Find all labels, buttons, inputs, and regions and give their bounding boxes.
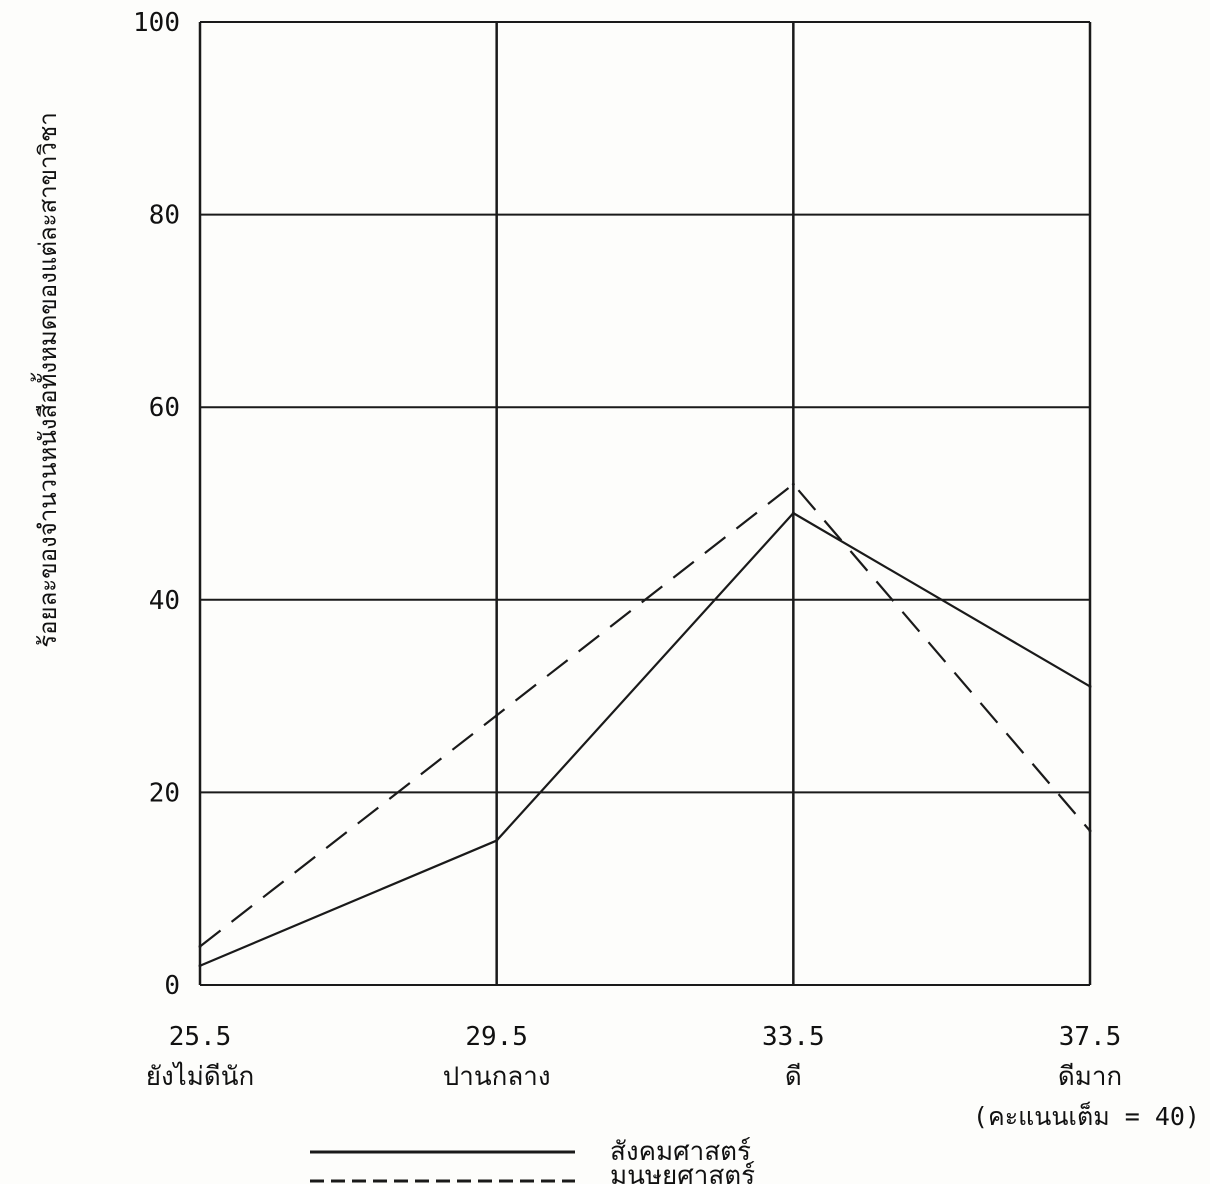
legend-label-series-1: สังคมศาสตร์ [610,1137,751,1167]
y-tick-label: 40 [149,586,180,616]
series-1-point [495,839,499,843]
y-tick-label: 80 [149,201,180,231]
x-tick-value: 33.5 [762,1022,825,1052]
series-2-point [791,482,795,486]
series-1-point [198,964,202,968]
grid [198,21,1092,986]
series-line-1 [199,512,1091,967]
x-axis-ticks: 25.5 ยังไม่ดีนัก 29.5 ปานกลาง 33.5 ดี 37.5 ดีมา… [146,1022,1122,1092]
x-axis-note: (คะแนนเต็ม = 40) [973,1101,1200,1131]
y-tick-label: 20 [149,778,180,808]
series-line-2 [199,483,1091,948]
series-2-point [198,944,202,948]
x-tick-value: 25.5 [169,1022,232,1052]
y-tick-label: 0 [164,971,180,1001]
y-axis-label: ร้อยละของจำนวนหนังสือทั้งหมดของแต่ละสาขา… [30,112,62,648]
x-tick-value: 37.5 [1059,1022,1122,1052]
series-1-point [791,511,795,515]
legend-label-series-2: มนุษยศาสตร์ [610,1161,755,1184]
y-axis-ticks: 0 20 40 60 80 100 [133,8,180,1001]
x-tick-category: ดีมาก [1058,1062,1122,1092]
series-lines [198,482,1092,968]
x-tick-value: 29.5 [465,1022,528,1052]
series-2-point [495,713,499,717]
x-tick-category: ยังไม่ดีนัก [146,1061,255,1092]
y-tick-label: 60 [149,393,180,423]
x-tick-category: ปานกลาง [443,1062,551,1092]
series-1-point [1088,684,1092,688]
x-tick-category: ดี [785,1062,802,1092]
y-tick-label: 100 [133,8,180,38]
series-2-point [1088,829,1092,833]
legend: สังคมศาสตร์ มนุษยศาสตร์ [310,1137,755,1184]
